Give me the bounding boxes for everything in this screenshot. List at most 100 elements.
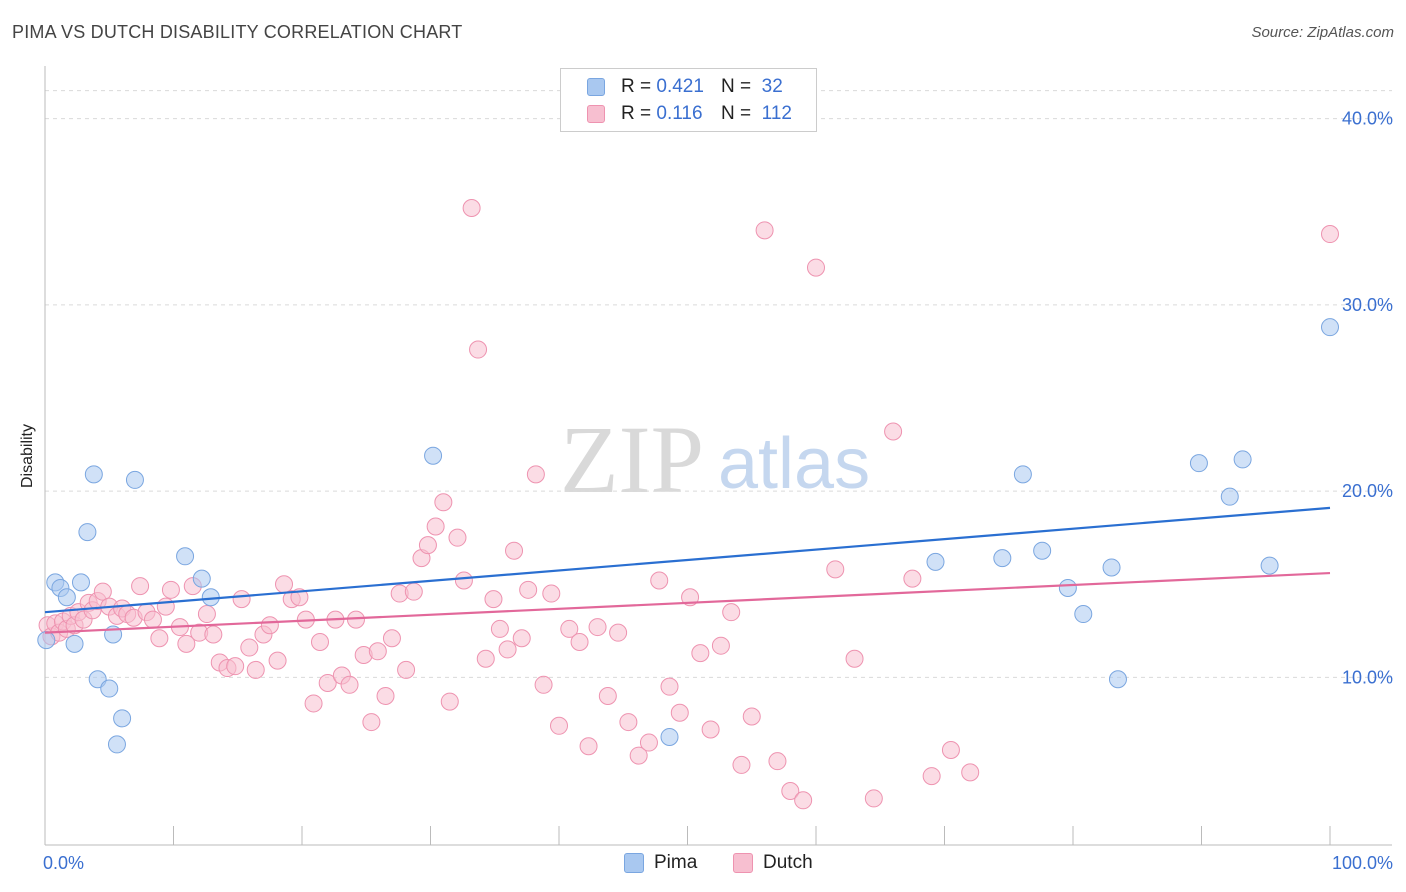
- point-dutch: [260, 616, 279, 635]
- legend-row-pima: R = 0.421 N = 32: [587, 76, 783, 98]
- point-dutch: [660, 677, 679, 696]
- point-dutch: [650, 571, 669, 590]
- legend-r-value-pima: 0.421: [656, 76, 704, 97]
- legend-n-value-dutch: 112: [761, 103, 792, 124]
- point-dutch: [177, 634, 196, 653]
- trend-line-dutch: [44, 571, 1331, 634]
- watermark-atlas: atlas: [718, 424, 870, 504]
- point-dutch: [490, 619, 509, 638]
- x-tick-label-max: 100.0%: [1332, 853, 1393, 873]
- point-dutch: [318, 673, 337, 692]
- point-pima: [1058, 578, 1077, 597]
- point-dutch: [711, 636, 730, 655]
- point-pima: [57, 588, 76, 607]
- point-dutch: [722, 603, 741, 622]
- point-dutch: [448, 528, 467, 547]
- legend-n-label-dutch: N =: [721, 103, 752, 124]
- legend-n-value-pima: 32: [761, 76, 783, 97]
- source-label: Source: ZipAtlas.com: [1251, 24, 1394, 41]
- point-pima: [192, 569, 211, 588]
- point-pima: [84, 465, 103, 484]
- point-pima: [993, 549, 1012, 568]
- series-swatch-dutch: [733, 853, 753, 873]
- series-legend: Pima Dutch: [0, 852, 1406, 878]
- point-dutch: [290, 588, 309, 607]
- point-dutch: [922, 767, 941, 786]
- point-dutch: [246, 660, 265, 679]
- legend-row-dutch: R = 0.116 N = 112: [587, 103, 792, 125]
- series-swatch-pima: [624, 853, 644, 873]
- point-dutch: [484, 590, 503, 609]
- stats-legend: R = 0.421 N = 32 R = 0.116 N = 112: [560, 68, 817, 132]
- legend-r-label-dutch: R =: [621, 103, 652, 124]
- point-dutch: [476, 649, 495, 668]
- y-tick-label: 40.0%: [1342, 109, 1393, 129]
- point-pima: [1108, 670, 1127, 689]
- y-tick-label: 20.0%: [1342, 481, 1393, 501]
- point-pima: [1233, 450, 1252, 469]
- point-dutch: [268, 651, 287, 670]
- point-dutch: [362, 713, 381, 732]
- legend-swatch-dutch: [587, 105, 605, 123]
- point-pima: [660, 727, 679, 746]
- point-dutch: [755, 221, 774, 240]
- point-dutch: [368, 642, 387, 661]
- point-dutch: [579, 737, 598, 756]
- point-dutch: [961, 763, 980, 782]
- point-dutch: [742, 707, 761, 726]
- point-dutch: [426, 517, 445, 536]
- point-pima: [37, 631, 56, 650]
- point-dutch: [150, 629, 169, 648]
- point-dutch: [376, 686, 395, 705]
- point-dutch: [670, 703, 689, 722]
- point-dutch: [454, 571, 473, 590]
- watermark-zip: ZIP: [560, 406, 704, 513]
- point-dutch: [512, 629, 531, 648]
- point-dutch: [732, 755, 751, 774]
- point-dutch: [781, 781, 800, 800]
- x-tick-label-min: 0.0%: [43, 853, 84, 873]
- point-dutch: [550, 716, 568, 735]
- trend-line-pima: [44, 506, 1331, 614]
- point-dutch: [941, 741, 960, 760]
- point-dutch: [560, 619, 579, 638]
- point-pima: [107, 735, 126, 754]
- legend-r-label-pima: R =: [621, 76, 652, 97]
- point-dutch: [161, 580, 180, 599]
- point-dutch: [440, 692, 459, 711]
- legend-r-value-dutch: 0.116: [656, 103, 703, 124]
- series-legend-dutch[interactable]: Dutch: [733, 852, 813, 874]
- point-dutch: [382, 629, 401, 648]
- point-dutch: [304, 694, 323, 713]
- point-pima: [100, 679, 119, 698]
- point-dutch: [639, 733, 658, 752]
- point-dutch: [884, 422, 903, 441]
- point-dutch: [240, 638, 259, 657]
- point-dutch: [629, 746, 648, 765]
- point-dutch: [1321, 225, 1339, 244]
- point-pima: [424, 446, 443, 465]
- point-dutch: [462, 198, 481, 217]
- point-dutch: [340, 675, 359, 694]
- point-pima: [1013, 465, 1032, 484]
- point-pima: [1033, 541, 1052, 560]
- chart-title: PIMA VS DUTCH DISABILITY CORRELATION CHA…: [12, 22, 463, 42]
- y-tick-label: 10.0%: [1342, 667, 1393, 687]
- point-pima: [1321, 318, 1339, 337]
- point-pima: [1189, 454, 1208, 473]
- point-dutch: [397, 660, 416, 679]
- point-dutch: [768, 752, 787, 771]
- series-legend-label-dutch: Dutch: [763, 852, 813, 873]
- point-dutch: [156, 597, 175, 616]
- point-dutch: [903, 569, 922, 588]
- series-legend-pima[interactable]: Pima: [624, 852, 697, 874]
- point-dutch: [701, 720, 720, 739]
- point-pima: [1260, 556, 1279, 575]
- point-pima: [125, 470, 144, 489]
- series-legend-label-pima: Pima: [654, 852, 698, 873]
- point-dutch: [807, 258, 825, 277]
- point-dutch: [619, 713, 638, 732]
- point-dutch: [609, 623, 628, 642]
- point-pima: [926, 552, 945, 571]
